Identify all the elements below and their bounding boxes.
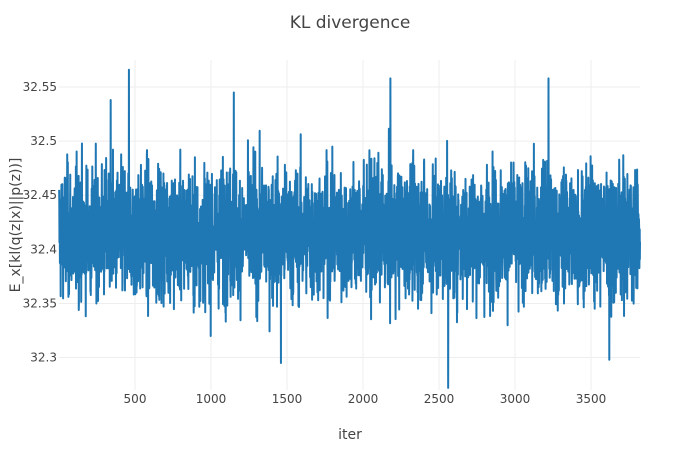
x-tick-label: 1000 [196, 392, 227, 406]
y-tick-label: 32.35 [23, 296, 57, 310]
x-tick-label: 1500 [272, 392, 303, 406]
x-tick-label: 2500 [424, 392, 455, 406]
series-kl-divergence [58, 68, 641, 389]
y-tick-label: 32.45 [23, 188, 57, 202]
x-tick-label: 3500 [576, 392, 607, 406]
y-tick-label: 32.4 [30, 242, 57, 256]
y-axis-ticks: 32.3 32.35 32.4 32.45 32.5 32.55 [23, 80, 57, 364]
kl-divergence-line [58, 68, 641, 389]
x-tick-label: 3000 [500, 392, 531, 406]
chart-title: KL divergence [289, 13, 411, 33]
y-tick-label: 32.55 [23, 80, 57, 94]
y-tick-label: 32.5 [30, 134, 57, 148]
x-tick-label: 2000 [348, 392, 379, 406]
x-tick-label: 500 [124, 392, 147, 406]
y-tick-label: 32.3 [30, 351, 57, 365]
x-axis-label: iter [338, 427, 362, 443]
x-axis-ticks: 500 1000 1500 2000 2500 3000 3500 [124, 392, 607, 406]
